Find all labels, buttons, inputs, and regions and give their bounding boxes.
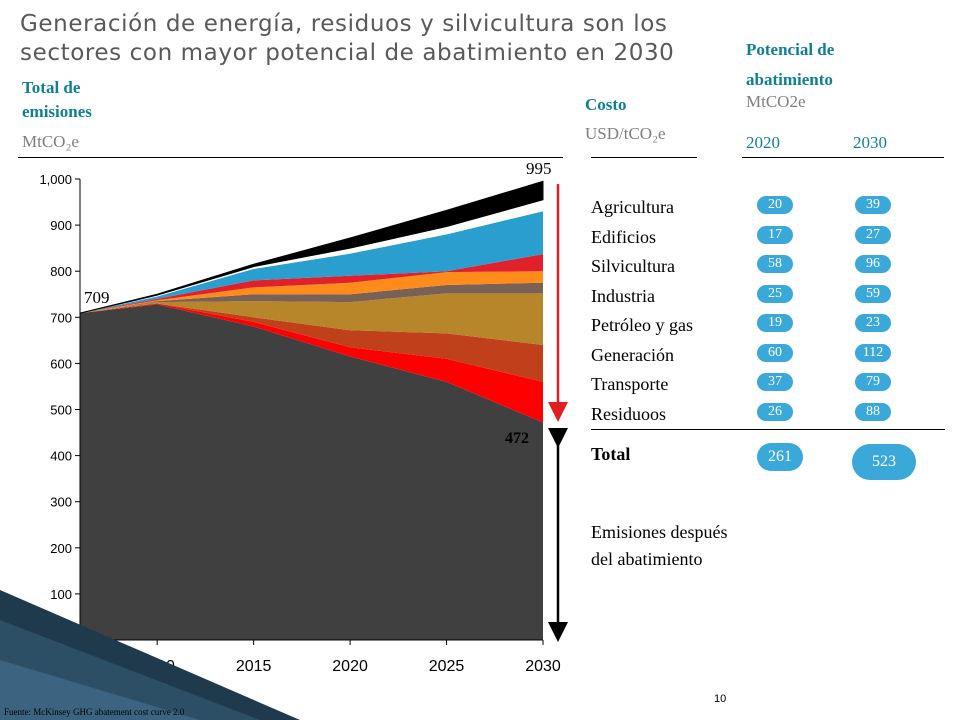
emissions-area-chart: 01002003004005006007008009001,0002006201… [39,159,568,675]
annotations: 709 995 472 [84,159,568,642]
x-tick-label: 2030 [525,658,561,675]
cost-unit: USD/tCO₂e [585,124,666,143]
total-divider [591,429,945,430]
sector-label: Petróleo y gas [591,315,693,335]
sector-2030-badge: 27 [855,225,891,244]
x-tick-label: 2020 [332,658,368,675]
source-note: Fuente: McKinsey GHG abatement cost curv… [4,707,185,717]
y-tick-label: 600 [50,356,72,371]
area-band-series [80,271,543,314]
col-header-2020: 2020 [746,133,780,152]
sector-label: Agricultura [591,197,674,217]
y-tick-label: 100 [50,587,72,602]
sector-2020-badge: 26 [757,402,793,421]
area-band-series [80,211,543,314]
total-2030-badge: 523 [852,444,916,480]
y-tick-label: 800 [50,264,72,279]
col-header-2030: 2030 [853,133,887,152]
sector-2020-badge: 37 [757,373,793,391]
area-band-series [80,282,543,314]
sector-2020-badge: 25 [757,284,793,303]
area-band-series [80,254,543,314]
total-emissions-header-line1: Total de [22,78,81,97]
end-value-label: 472 [505,430,529,447]
sector-label: Edificios [591,226,656,247]
potential-header-line2: abatimiento [746,70,833,89]
area-band-series [80,303,543,423]
total-emissions-header-line2: emisiones [22,102,92,121]
y-tick-label: 1,000 [39,172,72,187]
total-label: Total [591,444,631,464]
x-tick-label: 2015 [236,658,272,675]
left-header-divider [18,157,563,158]
area-band-series [79,180,544,314]
y-tick-label: 500 [50,403,72,418]
start-value-label: 709 [84,288,110,307]
sector-2020-badge: 20 [757,196,793,214]
y-tick-label: 300 [50,495,72,510]
sector-2030-badge: 88 [855,402,891,421]
sector-2030-badge: 79 [855,373,891,391]
sector-2030-badge: 59 [855,284,891,303]
top-value-label: 995 [526,159,552,178]
y-tick-label: 400 [50,449,72,464]
area-band-series [80,304,543,640]
total-2020-badge: 261 [757,443,803,471]
y-tick-label: 900 [50,218,72,233]
sector-2030-badge: 39 [855,196,891,214]
sector-2030-badge: 96 [855,255,891,273]
area-band-series [80,293,543,345]
sector-label: Transporte [591,374,669,394]
cost-header: Costo [585,95,627,114]
total-emissions-header: Total de emisiones [22,76,92,124]
page-title: Generación de energía, residuos y silvic… [20,11,675,66]
page-number: 10 [714,693,727,705]
sector-2020-badge: 17 [757,225,793,244]
area-series [79,180,544,640]
potential-header-line1: Potencial de [746,40,835,59]
area-band-series [80,303,543,382]
potential-header-divider [742,157,944,158]
potential-header: Potencial de abatimiento [746,35,834,95]
decorative-corner-shape [0,590,300,720]
sector-2020-badge: 58 [757,255,793,273]
sector-2030-badge: 112 [855,343,891,362]
total-emissions-unit: MtCO₂e [22,132,79,151]
after-abatement-line2: del abatimiento [591,549,703,569]
sector-label: Silvicultura [591,256,675,276]
y-tick-label: 200 [50,541,72,556]
sector-label: Residuoos [591,403,667,424]
sector-label: Generación [591,344,674,365]
sector-2030-badge: 23 [855,314,891,332]
after-abatement-line1: Emisiones después [591,522,728,542]
cost-header-divider [591,157,697,158]
sector-2020-badge: 60 [757,343,793,362]
sector-2020-badge: 19 [757,314,793,332]
x-tick-label: 2025 [429,658,465,675]
area-band-series [80,199,543,314]
potential-unit: MtCO2e [746,92,806,111]
y-tick-label: 700 [50,310,72,325]
sector-label: Industria [591,285,655,306]
after-abatement-label: Emisiones después del abatimiento [591,519,728,573]
